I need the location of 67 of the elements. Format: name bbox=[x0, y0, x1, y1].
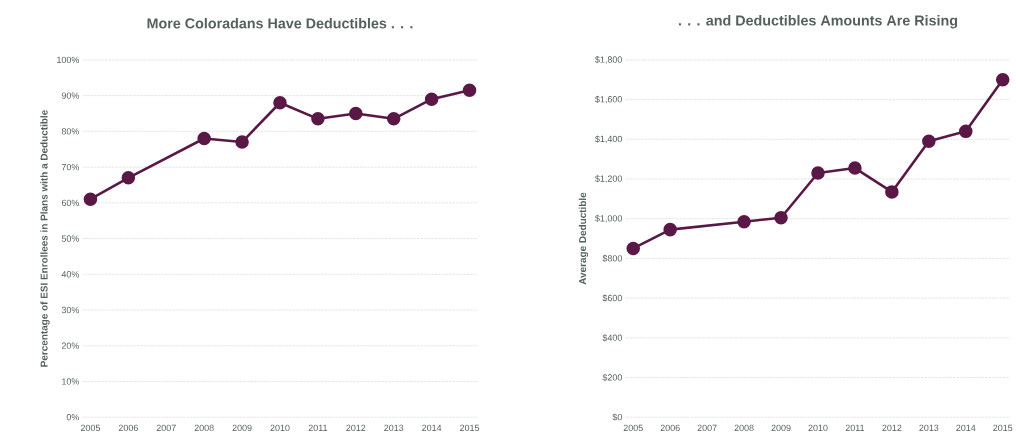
x-tick-label: 2012 bbox=[882, 424, 902, 431]
y-tick-label: 80% bbox=[61, 128, 80, 135]
point bbox=[848, 161, 862, 175]
y-tick-label: 100% bbox=[57, 56, 80, 63]
chart-title: . . . and Deductibles Amounts Are Rising bbox=[678, 14, 958, 29]
x-tick-label: 2015 bbox=[460, 424, 480, 431]
x-tick-label: 2014 bbox=[956, 424, 976, 431]
y-tick-label: 30% bbox=[61, 306, 80, 314]
x-tick-label: 2007 bbox=[697, 424, 717, 431]
x-tick-label: 2007 bbox=[156, 424, 176, 431]
point bbox=[737, 214, 751, 229]
y-tick-label: 10% bbox=[62, 378, 80, 385]
y-tick-label: $1,000 bbox=[595, 214, 622, 223]
x-tick-label: 2013 bbox=[919, 424, 939, 431]
y-tick-label: 70% bbox=[61, 163, 80, 171]
x-tick-label: 2010 bbox=[270, 424, 290, 431]
x-tick-label: 2009 bbox=[232, 424, 252, 431]
point bbox=[626, 241, 640, 256]
x-tick-label: 2011 bbox=[845, 424, 865, 431]
x-tick-label: 2014 bbox=[422, 424, 442, 431]
y-axis-title: Percentage of ESI Enrollees in Plans with a Deductible bbox=[40, 110, 50, 367]
point bbox=[83, 192, 98, 206]
y-tick-label: $400 bbox=[602, 334, 622, 342]
y-tick-label: $1,200 bbox=[595, 175, 622, 183]
y-tick-label: $200 bbox=[602, 373, 622, 382]
x-tick-label: 2008 bbox=[734, 424, 754, 431]
point bbox=[811, 166, 825, 180]
point bbox=[386, 111, 401, 126]
y-tick-label: 0% bbox=[66, 413, 80, 421]
y-tick-label: $800 bbox=[602, 254, 622, 262]
point bbox=[462, 83, 477, 97]
point bbox=[424, 92, 439, 106]
point bbox=[922, 134, 936, 148]
point bbox=[663, 222, 677, 237]
point bbox=[311, 111, 325, 126]
y-tick-label: $1,600 bbox=[595, 95, 622, 104]
x-tick-label: 2005 bbox=[80, 424, 101, 431]
point bbox=[885, 185, 899, 199]
x-tick-label: 2011 bbox=[308, 424, 328, 431]
y-tick-label: 60% bbox=[61, 199, 80, 206]
point bbox=[959, 124, 973, 139]
point bbox=[995, 72, 1010, 87]
y-tick-label: 40% bbox=[61, 271, 80, 278]
point bbox=[121, 170, 136, 185]
x-tick-label: 2012 bbox=[346, 424, 366, 431]
point bbox=[273, 95, 287, 110]
x-tick-label: 2006 bbox=[118, 424, 138, 431]
chart-title: More Coloradans Have Deductibles . . . bbox=[147, 17, 413, 29]
point bbox=[349, 106, 363, 121]
point bbox=[235, 135, 249, 149]
y-tick-label: $0 bbox=[612, 413, 622, 421]
y-tick-label: 90% bbox=[61, 92, 80, 99]
x-tick-label: 2009 bbox=[771, 424, 791, 431]
y-tick-label: $1,800 bbox=[595, 55, 622, 64]
x-tick-label: 2010 bbox=[808, 424, 828, 431]
y-tick-label: $600 bbox=[602, 294, 622, 302]
x-tick-label: 2015 bbox=[993, 424, 1013, 431]
y-axis-title: Average Deductible bbox=[578, 192, 589, 285]
y-tick-label: 20% bbox=[61, 342, 80, 349]
point bbox=[774, 210, 788, 225]
point bbox=[197, 131, 211, 146]
y-tick-label: 50% bbox=[61, 235, 80, 242]
x-tick-label: 2013 bbox=[384, 424, 404, 431]
x-tick-label: 2006 bbox=[660, 424, 680, 431]
y-tick-label: $1,400 bbox=[595, 135, 622, 144]
x-tick-label: 2005 bbox=[623, 424, 643, 431]
x-tick-label: 2008 bbox=[194, 424, 214, 431]
